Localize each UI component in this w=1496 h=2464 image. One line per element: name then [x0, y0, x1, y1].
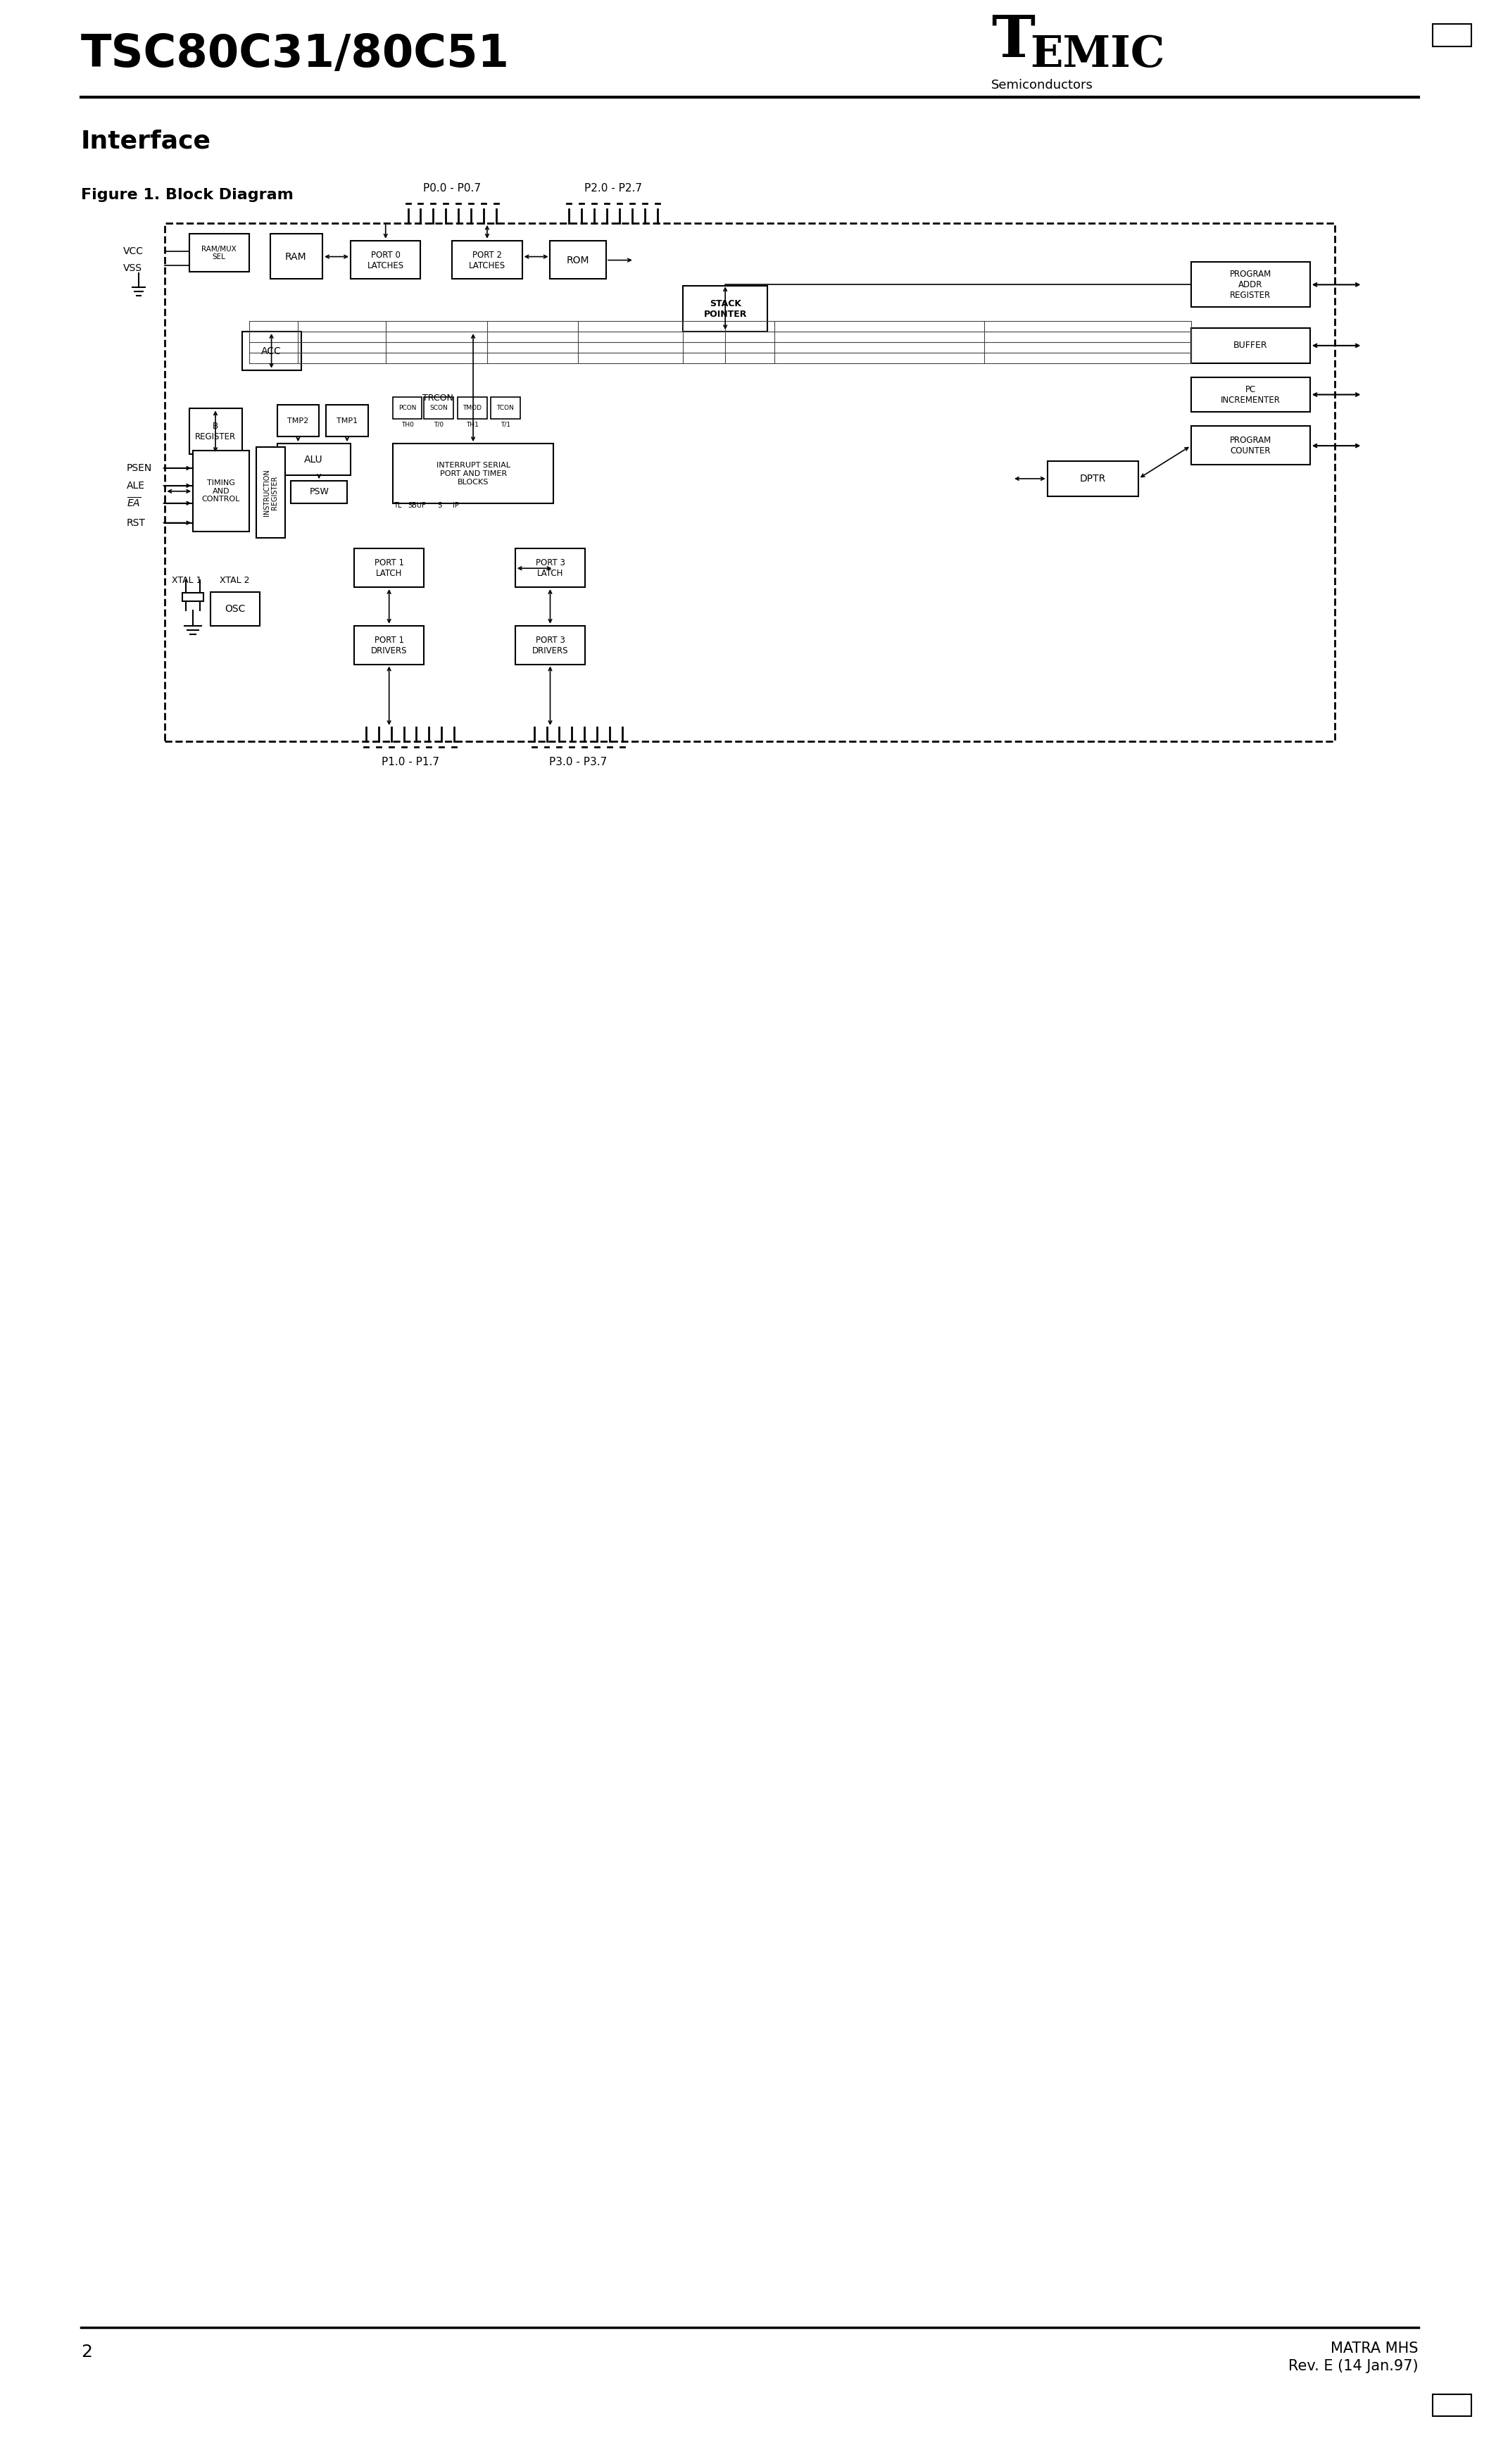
Text: ROM: ROM: [567, 256, 589, 266]
Text: ALU: ALU: [304, 456, 323, 466]
Text: B
REGISTER: B REGISTER: [194, 421, 236, 441]
Text: T: T: [992, 12, 1035, 69]
Bar: [392, 444, 554, 503]
Bar: [1047, 461, 1138, 495]
Bar: [355, 626, 423, 665]
Bar: [350, 241, 420, 278]
Bar: [452, 241, 522, 278]
Bar: [392, 397, 422, 419]
Text: TH0: TH0: [401, 421, 413, 429]
Text: XTAL 2: XTAL 2: [220, 577, 250, 584]
Text: $\overline{EA}$: $\overline{EA}$: [127, 498, 141, 510]
Text: TMP2: TMP2: [287, 419, 308, 424]
Bar: [277, 404, 319, 436]
Text: INSTRUCTION
REGISTER: INSTRUCTION REGISTER: [263, 468, 278, 515]
Text: DPTR: DPTR: [1080, 473, 1106, 483]
Text: Figure 1. Block Diagram: Figure 1. Block Diagram: [81, 187, 293, 202]
Text: RAM: RAM: [286, 251, 307, 261]
Bar: [1191, 426, 1310, 466]
Text: T/1: T/1: [500, 421, 510, 429]
Text: PCON: PCON: [398, 404, 416, 411]
Text: STACK
POINTER: STACK POINTER: [703, 298, 747, 318]
Text: PORT 1
LATCH: PORT 1 LATCH: [374, 559, 404, 579]
Text: RAM/MUX
SEL: RAM/MUX SEL: [202, 246, 236, 261]
Text: RST: RST: [127, 517, 145, 527]
Bar: [193, 451, 248, 532]
Text: PSW: PSW: [310, 488, 329, 498]
Bar: [326, 404, 368, 436]
Text: VSS: VSS: [123, 264, 142, 274]
Text: PORT 3
LATCH: PORT 3 LATCH: [536, 559, 565, 579]
Bar: [515, 626, 585, 665]
Bar: [458, 397, 488, 419]
Text: Rev. E (14 Jan.97): Rev. E (14 Jan.97): [1288, 2358, 1418, 2373]
Text: EMIC: EMIC: [1029, 34, 1165, 76]
Text: P1.0 - P1.7: P1.0 - P1.7: [381, 756, 438, 766]
Text: 2: 2: [81, 2343, 93, 2361]
Text: SBUF: SBUF: [408, 503, 426, 508]
Text: P3.0 - P3.7: P3.0 - P3.7: [549, 756, 607, 766]
Bar: [183, 594, 203, 601]
Text: BUFFER: BUFFER: [1233, 340, 1267, 350]
Text: TIMING
AND
CONTROL: TIMING AND CONTROL: [202, 480, 241, 503]
Text: TCON: TCON: [497, 404, 515, 411]
Text: TSC80C31/80C51: TSC80C31/80C51: [81, 32, 510, 76]
Text: MATRA MHS: MATRA MHS: [1331, 2341, 1418, 2356]
Bar: [190, 234, 248, 271]
Text: P2.0 - P2.7: P2.0 - P2.7: [585, 182, 642, 195]
Text: INTERRUPT SERIAL
PORT AND TIMER
BLOCKS: INTERRUPT SERIAL PORT AND TIMER BLOCKS: [437, 463, 510, 485]
Bar: [271, 234, 323, 278]
Bar: [1191, 328, 1310, 362]
Text: OSC: OSC: [224, 604, 245, 614]
Bar: [242, 333, 302, 370]
Text: IP: IP: [452, 503, 459, 508]
Bar: [491, 397, 521, 419]
Text: TMP1: TMP1: [337, 419, 358, 424]
Bar: [1433, 2395, 1471, 2417]
Text: PORT 3
DRIVERS: PORT 3 DRIVERS: [533, 636, 568, 655]
Text: TH1: TH1: [467, 421, 479, 429]
Bar: [211, 591, 259, 626]
Bar: [277, 444, 350, 476]
Bar: [256, 446, 286, 537]
Bar: [684, 286, 767, 333]
Bar: [423, 397, 453, 419]
Text: TL: TL: [393, 503, 401, 508]
Text: PORT 2
LATCHES: PORT 2 LATCHES: [468, 251, 506, 271]
Text: ALE: ALE: [127, 480, 145, 490]
Text: PROGRAM
COUNTER: PROGRAM COUNTER: [1230, 436, 1272, 456]
Text: PROGRAM
ADDR
REGISTER: PROGRAM ADDR REGISTER: [1230, 269, 1272, 301]
Bar: [1191, 261, 1310, 308]
Text: Interface: Interface: [81, 128, 211, 153]
Text: VCC: VCC: [123, 246, 144, 256]
Bar: [355, 549, 423, 586]
Bar: [551, 241, 606, 278]
Text: PORT 1
DRIVERS: PORT 1 DRIVERS: [371, 636, 407, 655]
Bar: [1191, 377, 1310, 411]
Text: S: S: [437, 503, 441, 508]
Bar: [515, 549, 585, 586]
Bar: [292, 480, 347, 503]
Text: T/0: T/0: [434, 421, 444, 429]
Text: P0.0 - P0.7: P0.0 - P0.7: [423, 182, 482, 195]
Text: SCON: SCON: [429, 404, 447, 411]
Text: TRCON: TRCON: [423, 394, 453, 402]
Bar: [1433, 25, 1471, 47]
Bar: [190, 409, 242, 453]
Text: PSEN: PSEN: [127, 463, 153, 473]
Text: ACC: ACC: [262, 347, 281, 357]
Text: PC
INCREMENTER: PC INCREMENTER: [1221, 384, 1281, 404]
Text: TMOD: TMOD: [462, 404, 482, 411]
Bar: [165, 224, 1334, 742]
Text: PORT 0
LATCHES: PORT 0 LATCHES: [367, 251, 404, 271]
Text: Semiconductors: Semiconductors: [992, 79, 1094, 91]
Text: XTAL 1: XTAL 1: [172, 577, 202, 584]
